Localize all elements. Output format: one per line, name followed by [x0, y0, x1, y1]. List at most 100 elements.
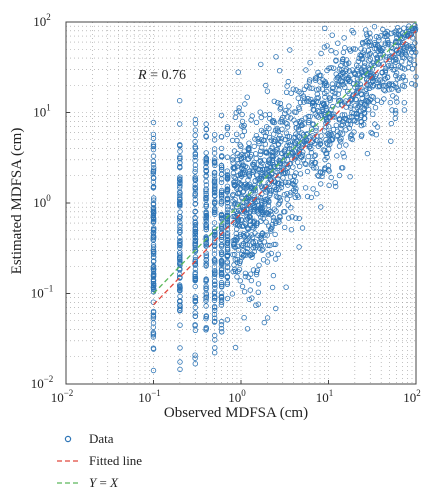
data-point — [251, 182, 258, 189]
data-point — [150, 233, 157, 239]
data-point — [231, 207, 237, 213]
data-point — [306, 79, 313, 85]
data-point — [246, 195, 253, 201]
data-point — [218, 236, 225, 243]
data-point — [362, 88, 368, 94]
data-point — [237, 153, 243, 159]
data-point — [212, 183, 218, 189]
data-point — [203, 216, 209, 222]
data-point — [258, 242, 264, 249]
data-point — [280, 175, 286, 181]
data-point — [247, 214, 254, 220]
data-point — [192, 294, 198, 300]
data-point — [150, 234, 156, 241]
data-point — [269, 284, 276, 291]
data-point — [343, 127, 349, 133]
data-point — [386, 86, 392, 93]
data-point — [177, 179, 183, 185]
data-point — [394, 34, 400, 41]
data-point — [177, 274, 183, 281]
data-point — [203, 252, 209, 258]
data-point — [259, 208, 265, 215]
data-point — [255, 281, 262, 287]
data-point — [339, 79, 346, 85]
data-point — [305, 95, 311, 102]
data-point — [284, 161, 290, 168]
data-point — [326, 182, 332, 189]
data-point — [211, 220, 218, 226]
data-point — [239, 111, 245, 118]
data-point — [272, 189, 279, 195]
data-point — [235, 69, 241, 75]
data-point — [303, 131, 310, 138]
data-point — [310, 99, 317, 106]
data-point — [177, 229, 183, 236]
data-point — [203, 298, 209, 304]
data-point — [306, 117, 312, 123]
data-point — [266, 157, 272, 164]
data-point — [211, 319, 218, 325]
data-point — [150, 276, 157, 283]
data-point — [328, 64, 334, 71]
data-point — [233, 208, 240, 214]
data-point — [177, 241, 183, 248]
data-point — [241, 128, 248, 134]
data-point — [218, 325, 225, 332]
data-point — [203, 224, 209, 230]
data-point — [271, 138, 278, 144]
data-point — [234, 210, 241, 217]
data-point — [224, 124, 231, 130]
data-point — [218, 195, 225, 201]
data-point — [177, 305, 183, 311]
data-point — [150, 131, 157, 138]
data-point — [366, 42, 372, 49]
data-point — [288, 115, 294, 121]
data-point — [238, 181, 244, 187]
data-point — [343, 142, 349, 148]
data-point — [203, 243, 209, 249]
data-point — [176, 216, 183, 222]
data-point — [286, 215, 292, 221]
data-point — [260, 257, 267, 263]
data-point — [392, 115, 398, 121]
data-point — [299, 130, 305, 136]
data-point — [231, 181, 237, 188]
data-point — [233, 109, 239, 116]
data-point — [338, 63, 344, 69]
data-point — [346, 74, 352, 81]
data-point — [236, 105, 242, 111]
data-point — [250, 267, 257, 273]
data-point — [192, 151, 199, 158]
data-point — [177, 160, 183, 166]
data-point — [150, 324, 156, 330]
data-point — [259, 145, 265, 151]
data-point — [224, 252, 231, 258]
data-point — [150, 266, 157, 273]
data-point — [309, 162, 315, 169]
data-point — [366, 85, 373, 91]
data-point — [352, 71, 358, 78]
data-point — [232, 196, 238, 203]
data-point — [203, 292, 210, 298]
data-point — [258, 136, 265, 143]
x-tick-label: 10−1 — [138, 388, 161, 405]
data-point — [392, 110, 399, 117]
data-point — [336, 66, 343, 72]
data-point — [248, 117, 254, 123]
data-point — [278, 168, 285, 174]
data-point — [203, 190, 209, 197]
data-point — [212, 162, 218, 168]
data-point — [246, 242, 253, 248]
data-point — [305, 113, 311, 120]
data-point — [322, 114, 328, 120]
data-point — [176, 250, 183, 256]
data-point — [192, 127, 199, 133]
data-point — [347, 48, 354, 54]
data-point — [203, 182, 210, 188]
data-point — [241, 148, 247, 154]
data-point — [367, 82, 373, 88]
data-point — [364, 150, 371, 157]
data-point — [274, 127, 281, 133]
data-point — [218, 224, 225, 230]
